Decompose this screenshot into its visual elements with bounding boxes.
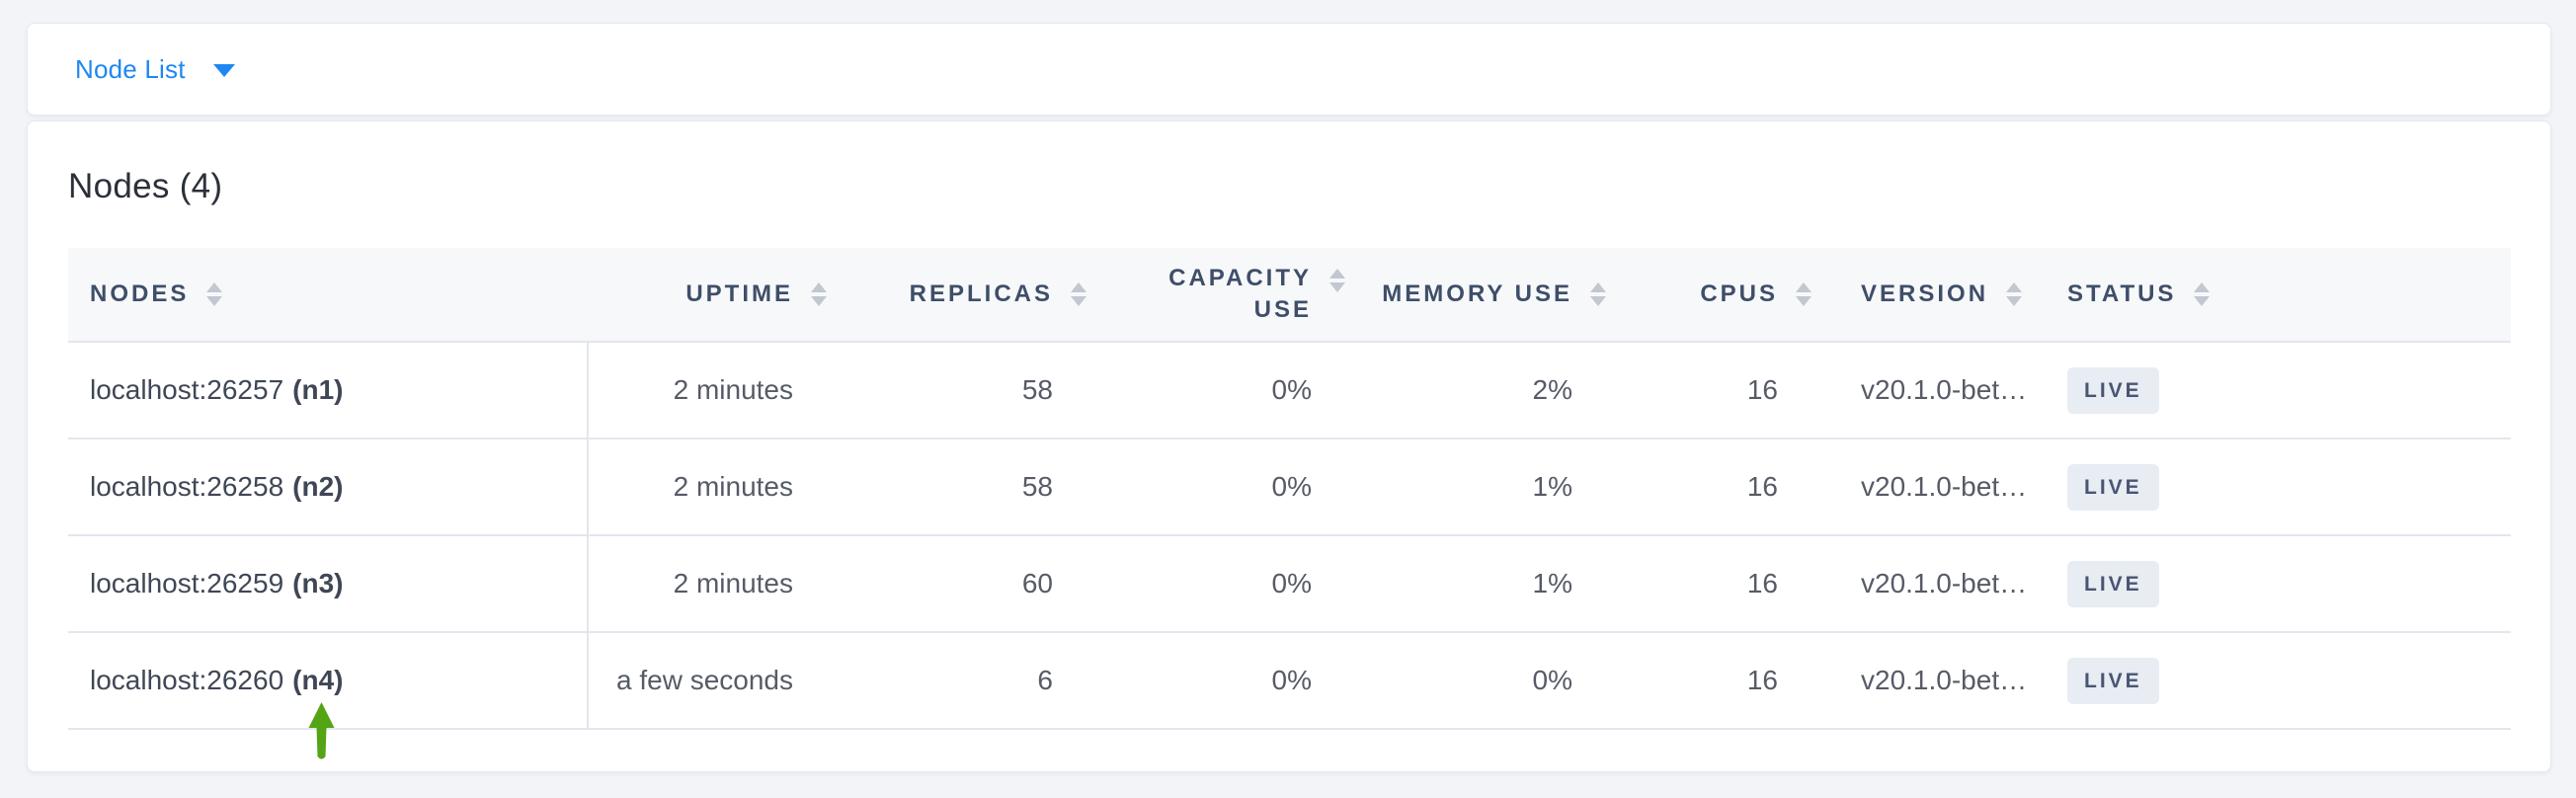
column-header-cpus[interactable]: CPUS [1610, 248, 1815, 343]
cell-status: LIVE [2044, 535, 2511, 633]
cell-status: LIVE [2044, 439, 2511, 536]
sort-icon [1590, 281, 1606, 306]
node-list-dropdown[interactable]: Node List [75, 56, 235, 82]
cell-cpus: 16 [1610, 535, 1815, 633]
view-selector-bar: Node List [27, 23, 2551, 116]
node-list-dropdown-label: Node List [75, 54, 186, 84]
cell-memory-use: 1% [1349, 535, 1610, 633]
column-header-label: NODES [90, 279, 190, 307]
cell-status: LIVE [2044, 342, 2511, 439]
sort-icon [1329, 268, 1345, 292]
column-header-uptime[interactable]: UPTIME [588, 248, 831, 343]
node-address: localhost:26259 [90, 568, 284, 598]
column-header-label: CPUS [1700, 279, 1778, 307]
node-id: (n1) [292, 374, 344, 405]
column-header-label: REPLICAS [909, 279, 1053, 307]
sort-icon [1071, 281, 1087, 306]
cell-memory-use: 2% [1349, 342, 1610, 439]
column-header-label: CAPACITY USE [1168, 264, 1312, 323]
column-header-memory-use[interactable]: MEMORY USE [1349, 248, 1610, 343]
sort-icon [2194, 281, 2211, 306]
column-header-label: STATUS [2067, 279, 2177, 307]
table-header-row: NODES UPTIME REPLICAS [68, 248, 2511, 343]
cell-node-address: localhost:26258 (n2) [68, 439, 589, 536]
cell-version: v20.1.0-bet… [1815, 535, 2044, 633]
column-header-label: MEMORY USE [1382, 279, 1572, 307]
column-header-label: UPTIME [685, 279, 793, 307]
status-badge: LIVE [2067, 463, 2159, 511]
cell-replicas: 6 [831, 632, 1090, 730]
cell-node-address: localhost:26259 (n3) [68, 535, 589, 633]
status-badge: LIVE [2067, 657, 2159, 704]
cell-node-address: localhost:26260 (n4) [68, 632, 589, 730]
cell-capacity-use: 0% [1090, 439, 1349, 536]
cell-replicas: 58 [831, 439, 1090, 536]
status-badge: LIVE [2067, 560, 2159, 607]
table-row: localhost:26257 (n1) 2 minutes 58 0% 2% 1… [68, 342, 2511, 439]
node-id: (n2) [292, 471, 344, 502]
cell-capacity-use: 0% [1090, 535, 1349, 633]
cell-version: v20.1.0-bet… [1815, 632, 2044, 730]
cell-replicas: 60 [831, 535, 1090, 633]
cell-replicas: 58 [831, 342, 1090, 439]
cell-memory-use: 1% [1349, 439, 1610, 536]
cell-node-address: localhost:26257 (n1) [68, 342, 589, 439]
caret-down-icon [212, 64, 235, 77]
node-address: localhost:26257 [90, 374, 284, 405]
table-row: localhost:26258 (n2) 2 minutes 58 0% 1% 1… [68, 439, 2511, 536]
cell-uptime: a few seconds [588, 632, 831, 730]
column-header-replicas[interactable]: REPLICAS [831, 248, 1090, 343]
page-title: Nodes (4) [68, 167, 223, 205]
status-badge: LIVE [2067, 366, 2159, 414]
sort-icon [2006, 281, 2023, 306]
cell-capacity-use: 0% [1090, 632, 1349, 730]
cell-version: v20.1.0-bet… [1815, 342, 2044, 439]
node-table: NODES UPTIME REPLICAS [68, 248, 2511, 730]
cell-version: v20.1.0-bet… [1815, 439, 2044, 536]
sort-icon [1796, 281, 1811, 306]
nodes-panel: Nodes (4) NODES UPTIME [27, 120, 2551, 772]
table-row: localhost:26259 (n3) 2 minutes 60 0% 1% 1… [68, 535, 2511, 633]
table-row: localhost:26260 (n4) a few seconds 6 0% 0… [68, 632, 2511, 730]
column-header-version[interactable]: VERSION [1815, 248, 2044, 343]
sort-icon [811, 281, 827, 306]
cell-status: LIVE [2044, 632, 2511, 730]
cell-uptime: 2 minutes [588, 535, 831, 633]
column-header-nodes[interactable]: NODES [68, 248, 588, 343]
cell-capacity-use: 0% [1090, 342, 1349, 439]
cell-cpus: 16 [1610, 632, 1815, 730]
cell-cpus: 16 [1610, 342, 1815, 439]
node-address: localhost:26260 [90, 665, 284, 695]
node-address: localhost:26258 [90, 471, 284, 502]
cell-cpus: 16 [1610, 439, 1815, 536]
sort-icon [206, 281, 223, 306]
column-header-label: VERSION [1861, 279, 1989, 307]
cell-memory-use: 0% [1349, 632, 1610, 730]
column-header-capacity-use[interactable]: CAPACITY USE [1090, 248, 1349, 343]
cell-uptime: 2 minutes [588, 342, 831, 439]
column-header-status[interactable]: STATUS [2044, 248, 2511, 343]
node-id: (n3) [292, 568, 344, 598]
node-id: (n4) [292, 665, 344, 695]
cell-uptime: 2 minutes [588, 439, 831, 536]
